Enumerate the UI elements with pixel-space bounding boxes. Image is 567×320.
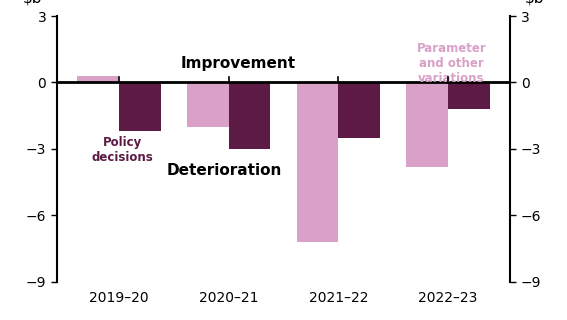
Text: Parameter
and other
variations: Parameter and other variations xyxy=(416,42,486,85)
Text: $b: $b xyxy=(23,0,42,5)
Text: $b: $b xyxy=(525,0,544,5)
Bar xyxy=(119,82,160,131)
Text: Policy
decisions: Policy decisions xyxy=(92,135,153,164)
Bar xyxy=(338,82,380,138)
Bar xyxy=(407,82,448,166)
Text: Deterioration: Deterioration xyxy=(167,163,282,178)
Bar xyxy=(187,82,229,127)
Bar xyxy=(229,82,270,149)
Bar xyxy=(297,82,338,242)
Text: Improvement: Improvement xyxy=(180,56,296,71)
Bar xyxy=(77,76,119,82)
Bar xyxy=(448,82,490,109)
